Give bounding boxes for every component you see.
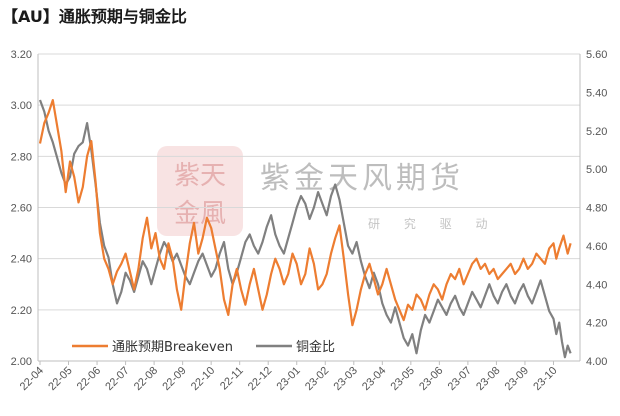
x-tick-label: 23-02 [303,365,331,393]
chart-title: 【AU】通胀预期与铜金比 [2,7,187,26]
y-left-tick-label: 2.80 [11,151,32,163]
y-right-tick-label: 4.60 [586,241,607,253]
x-tick-label: 23-06 [417,365,445,393]
x-tick-label: 22-12 [246,365,274,393]
series-line-breakeven [38,99,572,327]
watermark-logo-top: 紫天 [174,161,226,191]
x-tick-label: 22-08 [132,365,160,393]
x-tick-label: 22-09 [160,365,188,393]
watermark-name: 紫金天风期货 [260,161,464,196]
x-tick-label: 23-08 [474,365,502,393]
y-right-tick-label: 4.80 [586,203,607,215]
series-layer [38,99,572,359]
watermark-tagline: 研 究 驱 动 [368,216,497,231]
y-left-tick-label: 2.00 [11,356,32,368]
watermark-logo [157,146,243,236]
x-tick-label: 23-10 [531,365,559,393]
y-left-tick-label: 2.60 [11,203,32,215]
x-tick-label: 23-04 [360,365,388,393]
x-tick-label: 22-05 [46,365,74,393]
y-right-tick-label: 5.00 [586,164,607,176]
x-tick-label: 22-07 [103,365,131,393]
grid [38,53,580,362]
y-right-tick-label: 4.40 [586,279,607,291]
x-tick-label: 22-04 [18,365,46,393]
y-right-tick-label: 4.00 [586,356,607,368]
x-tick-label: 22-11 [218,365,246,393]
y-right-tick-label: 5.60 [586,49,607,61]
y-left-tick-label: 3.00 [11,100,32,112]
y-left-tick-label: 3.20 [11,49,32,61]
y-left-tick-label: 2.20 [11,305,32,317]
legend: 通胀预期Breakeven 铜金比 [72,339,335,355]
x-tick-label: 23-01 [274,365,302,393]
y-left-tick-label: 2.40 [11,254,32,266]
legend-label-breakeven: 通胀预期Breakeven [112,340,233,355]
watermark-logo-bottom: 金風 [174,199,226,229]
x-tick-label: 22-10 [189,365,217,393]
x-tick-label: 23-05 [389,365,417,393]
x-tick-label: 23-09 [503,365,531,393]
series-line-copper-gold [38,99,572,359]
x-tick-label: 23-03 [332,365,360,393]
y-right-tick-label: 5.20 [586,126,607,138]
legend-label-copper-gold: 铜金比 [296,339,335,355]
x-tick-label: 22-06 [75,365,103,393]
watermark: 紫天 金風 紫金天风期货 研 究 驱 动 [157,146,497,236]
x-tick-label: 23-07 [446,365,474,393]
y-right-tick-label: 5.40 [586,87,607,99]
y-right-tick-label: 4.20 [586,318,607,330]
